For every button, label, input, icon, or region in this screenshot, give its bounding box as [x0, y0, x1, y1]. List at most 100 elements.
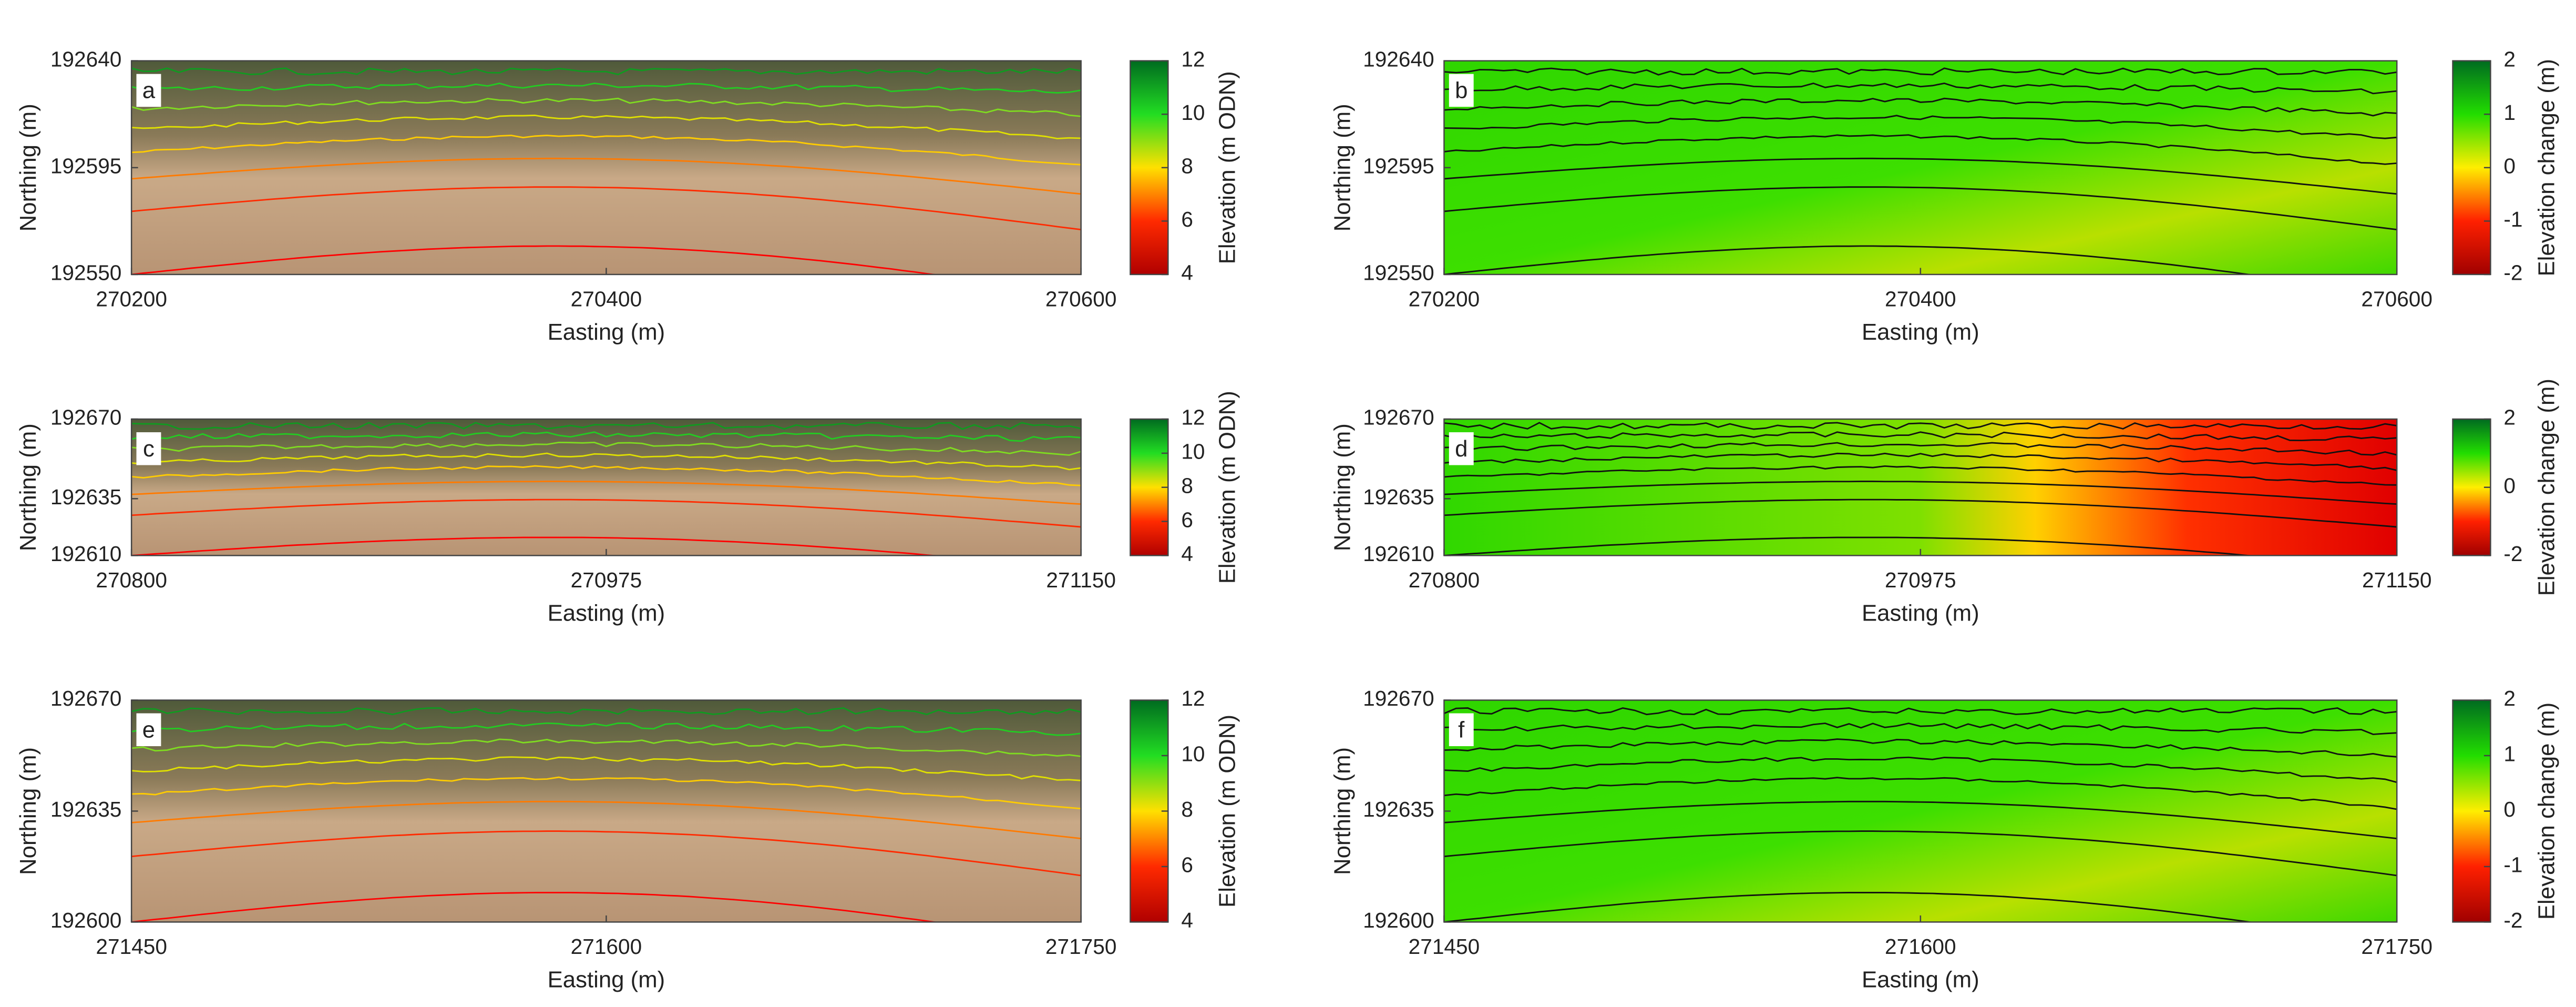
colorbar-tick-label: 8 [1181, 154, 1193, 178]
colorbar-tick-label: -2 [2503, 542, 2522, 566]
x-tick-label: 270400 [1885, 287, 1956, 311]
x-axis-label: Easting (m) [548, 601, 665, 626]
contour-line [131, 452, 1081, 471]
panel-label: d [1455, 436, 1467, 462]
x-tick-label: 270200 [1409, 287, 1480, 311]
contours [1444, 67, 2397, 274]
colorbar-tick-label: 1 [2503, 742, 2516, 766]
colorbar-tick-label: 2 [2503, 686, 2516, 710]
contour-line [1444, 97, 2397, 117]
colorbar-tick-label: 10 [1181, 100, 1205, 125]
y-tick-label: 192600 [1363, 908, 1434, 932]
colorbar-tick-label: 2 [2503, 405, 2516, 430]
y-tick-label: 192635 [50, 485, 122, 509]
contour-line [1444, 245, 2255, 274]
contour-line [131, 431, 1081, 442]
contour-line [131, 536, 942, 556]
colorbar-tick-label: 1 [2503, 100, 2516, 125]
x-tick-label: 271750 [2361, 934, 2433, 959]
colorbar-tick-label: 4 [1181, 261, 1193, 285]
colorbar-label: Elevation (m ODN) [1215, 391, 1240, 584]
x-axis-label: Easting (m) [1862, 967, 1979, 992]
contour-line [1444, 442, 2397, 456]
panel-label: f [1458, 717, 1465, 742]
y-tick-label: 192670 [1363, 405, 1434, 430]
panel: b 270200 270400 270600 192550 192595 192640 Eas… [1329, 47, 2559, 345]
colorbar-tick-label: 2 [2503, 47, 2516, 71]
y-axis-label: Northing (m) [1329, 423, 1355, 551]
colorbar-label: Elevation (m ODN) [1215, 71, 1240, 264]
y-tick-label: 192600 [50, 908, 122, 932]
contour-line [1444, 452, 2397, 471]
panel-label: a [142, 78, 156, 104]
contour-line [131, 499, 1081, 528]
panel: f 271450 271600 271750 192600 192635 192670 Eas… [1329, 686, 2559, 992]
panel-label-box [1449, 713, 1474, 746]
panel-label-box [136, 432, 161, 465]
contour-line [1444, 67, 2397, 76]
y-tick-label: 192670 [50, 405, 122, 430]
y-tick-label: 192640 [50, 47, 122, 71]
x-tick-label: 270975 [1885, 568, 1956, 592]
contour-line [131, 97, 1081, 117]
y-tick-label: 192670 [1363, 686, 1434, 710]
contour-line [1444, 830, 2397, 877]
colorbar-tick-label: 10 [1181, 440, 1205, 464]
contour-line [1444, 115, 2397, 139]
colorbar-label: Elevation change (m) [2533, 379, 2559, 596]
contour-line [131, 738, 1081, 757]
y-tick-label: 192550 [50, 261, 122, 285]
y-tick-label: 192670 [50, 686, 122, 710]
contour-line [1444, 499, 2397, 528]
contour-line [131, 115, 1081, 139]
panel: d 270800 270975 271150 192610 192635 192670 Eas… [1329, 379, 2559, 626]
x-tick-label: 271750 [1045, 934, 1117, 959]
contour-line [131, 756, 1081, 781]
x-tick-label: 271150 [2362, 568, 2432, 592]
panel-label-box [1449, 74, 1474, 107]
contour-line [131, 465, 1081, 486]
x-axis-label: Easting (m) [1862, 319, 1979, 345]
y-axis-label: Northing (m) [15, 747, 41, 875]
colorbar-tick-label: -2 [2503, 261, 2522, 285]
map-image [1444, 700, 2397, 922]
panel-label-box [136, 74, 161, 107]
x-tick-label: 270800 [1409, 568, 1480, 592]
contours [1444, 707, 2397, 922]
x-tick-label: 270600 [1045, 287, 1117, 311]
colorbar-tick-label: 12 [1181, 686, 1205, 710]
contour-line [131, 422, 1081, 430]
y-tick-label: 192635 [1363, 797, 1434, 821]
panel: e 271450 271600 271750 192600 192635 192670 Eas… [15, 686, 1240, 992]
colorbar-tick-label: -1 [2503, 853, 2522, 877]
contour-line [1444, 738, 2397, 758]
x-axis-label: Easting (m) [548, 319, 665, 345]
panel-label-box [136, 713, 161, 746]
colorbar-tick-label: 12 [1181, 405, 1205, 430]
x-tick-label: 270600 [2361, 287, 2433, 311]
colorbar-tick-label: 4 [1181, 542, 1193, 566]
contour-line [1444, 892, 2255, 922]
panel: a 270200 270400 270600 192550 192595 192640 Eas… [15, 47, 1240, 345]
contour-line [131, 481, 1081, 505]
y-axis-label: Northing (m) [1329, 104, 1355, 231]
contour-line [1444, 723, 2397, 735]
y-tick-label: 192635 [50, 797, 122, 821]
contour-line [131, 722, 1081, 736]
colorbar-tick-label: 0 [2503, 154, 2516, 178]
colorbar-label: Elevation change (m) [2533, 59, 2559, 276]
y-axis-label: Northing (m) [1329, 747, 1355, 875]
contour-line [1444, 465, 2397, 486]
colorbar-tick-label: -2 [2503, 908, 2522, 932]
contour-line [1444, 756, 2397, 784]
contour-line [131, 83, 1081, 94]
map-image [131, 60, 1081, 274]
contour-line [131, 134, 1081, 166]
y-tick-label: 192635 [1363, 485, 1434, 509]
contour-line [131, 157, 1081, 195]
x-axis-label: Easting (m) [1862, 601, 1979, 626]
x-tick-label: 271450 [1409, 934, 1480, 959]
y-tick-label: 192595 [1363, 154, 1434, 178]
y-tick-label: 192640 [1363, 47, 1434, 71]
contour-line [131, 892, 939, 922]
